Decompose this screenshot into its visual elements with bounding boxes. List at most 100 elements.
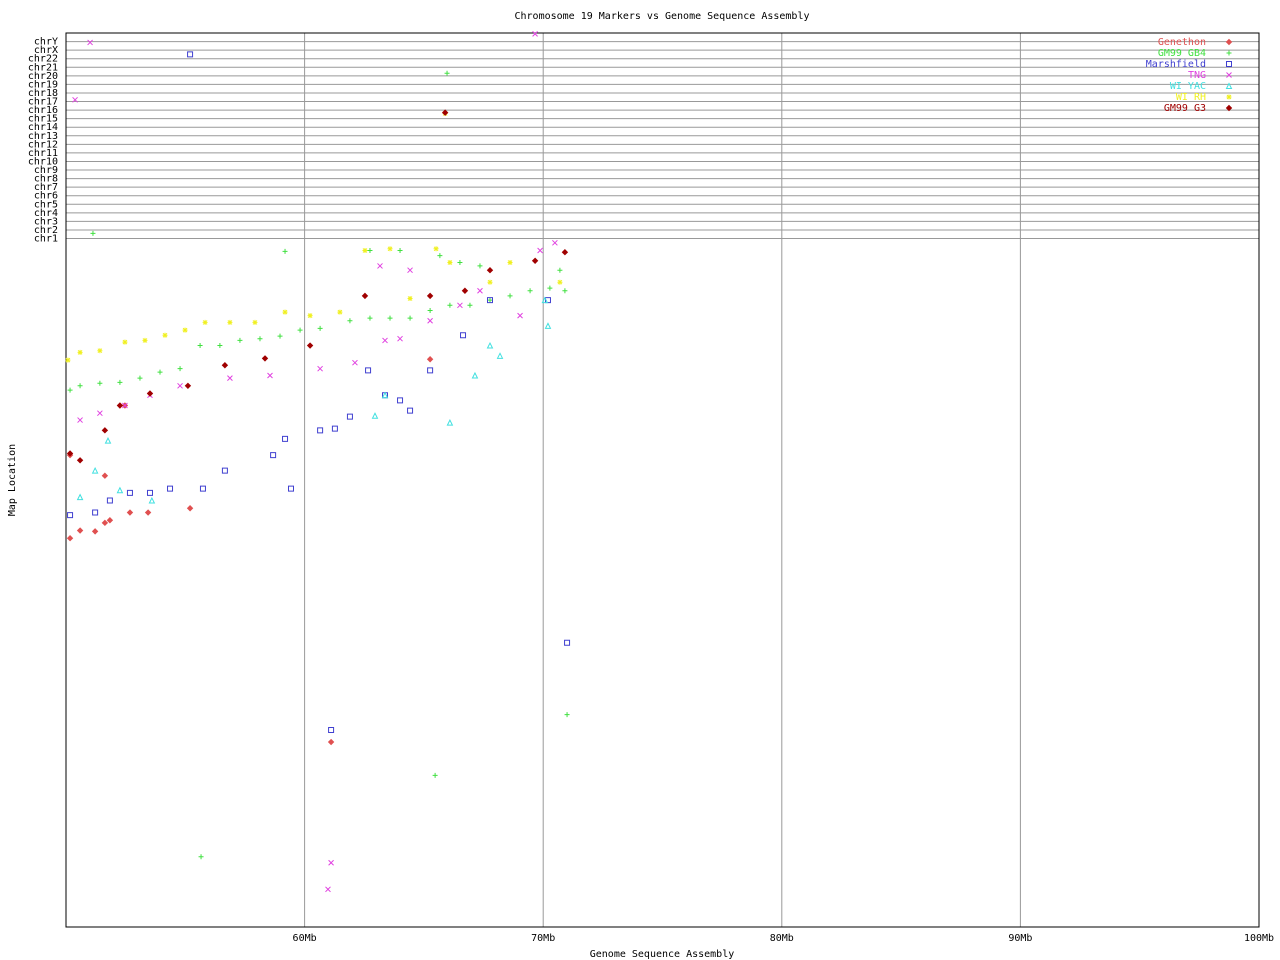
x-tick-label: 90Mb	[1008, 933, 1032, 944]
marker	[486, 297, 493, 304]
marker	[65, 357, 71, 363]
marker	[307, 313, 313, 319]
legend-marker	[1225, 38, 1233, 46]
marker	[377, 263, 383, 269]
marker	[427, 307, 433, 313]
legend-label: Genethon	[1158, 37, 1206, 48]
y-tick-label: chr9	[34, 165, 58, 176]
marker	[227, 375, 233, 381]
marker	[477, 263, 483, 269]
y-tick-label: chr13	[28, 131, 58, 142]
marker	[407, 407, 414, 414]
marker	[382, 337, 388, 344]
y-tick-label: chr16	[28, 105, 58, 116]
marker	[146, 390, 154, 397]
legend-label: WI YAC	[1170, 81, 1206, 92]
x-tick-label: 60Mb	[293, 933, 317, 944]
legend-label: WI RH	[1176, 92, 1206, 103]
marker	[557, 279, 563, 285]
marker	[517, 312, 523, 319]
marker	[471, 371, 479, 379]
marker	[427, 367, 434, 374]
marker	[457, 302, 463, 309]
marker	[66, 450, 74, 457]
y-tick-label: chr12	[28, 139, 58, 150]
marker	[433, 246, 439, 252]
marker	[496, 352, 504, 359]
marker	[387, 315, 393, 321]
marker	[544, 322, 552, 329]
marker	[541, 296, 549, 304]
marker	[90, 230, 96, 236]
marker	[237, 337, 243, 343]
marker	[407, 315, 413, 321]
marker	[347, 318, 353, 324]
marker	[477, 287, 483, 294]
marker	[426, 292, 434, 300]
marker	[507, 259, 513, 265]
marker	[101, 472, 109, 479]
marker	[277, 333, 283, 339]
legend-label: GM99 GB4	[1158, 48, 1206, 59]
marker	[67, 387, 73, 393]
marker	[427, 317, 433, 324]
marker	[507, 293, 513, 299]
legend-marker	[1226, 50, 1232, 56]
marker	[77, 349, 83, 355]
marker	[544, 297, 551, 304]
y-tick-label: chr8	[34, 174, 58, 185]
marker	[282, 309, 288, 315]
y-tick-label: chr6	[34, 191, 58, 202]
marker	[407, 267, 413, 274]
marker	[91, 466, 99, 474]
marker	[361, 292, 369, 300]
marker	[487, 297, 493, 303]
marker	[346, 413, 353, 420]
marker	[447, 302, 453, 308]
marker	[317, 365, 323, 372]
marker	[564, 712, 570, 718]
marker	[362, 248, 368, 254]
marker	[126, 509, 134, 516]
marker	[104, 436, 112, 444]
marker	[381, 391, 389, 399]
marker	[270, 452, 277, 459]
marker	[317, 325, 323, 331]
marker	[328, 859, 334, 866]
legend-marker	[1226, 72, 1232, 78]
marker	[126, 489, 133, 496]
marker	[77, 383, 83, 389]
marker	[148, 496, 156, 504]
marker	[297, 327, 303, 333]
legend-label: TNG	[1188, 70, 1206, 81]
marker	[72, 96, 78, 103]
y-tick-label: chrY	[34, 37, 58, 48]
marker	[137, 375, 143, 381]
marker	[486, 266, 494, 274]
legend-marker	[1226, 61, 1232, 67]
marker	[146, 489, 153, 496]
legend-marker	[1225, 82, 1233, 89]
marker	[198, 854, 204, 860]
y-tick-label: chr15	[28, 114, 58, 125]
marker	[282, 248, 288, 254]
marker	[367, 315, 373, 321]
y-tick-label: chr5	[34, 199, 58, 210]
marker	[426, 356, 434, 363]
marker	[327, 738, 335, 746]
marker	[91, 528, 99, 535]
marker	[331, 425, 338, 432]
marker	[87, 39, 93, 46]
marker	[76, 457, 84, 464]
marker	[531, 257, 539, 264]
marker	[217, 343, 223, 349]
marker	[467, 302, 473, 308]
marker	[202, 319, 208, 325]
marker	[257, 336, 263, 342]
x-tick-label: 70Mb	[531, 933, 555, 944]
marker	[444, 70, 450, 76]
marker	[317, 427, 324, 434]
marker	[325, 886, 331, 893]
marker	[157, 369, 163, 375]
marker	[365, 367, 372, 374]
